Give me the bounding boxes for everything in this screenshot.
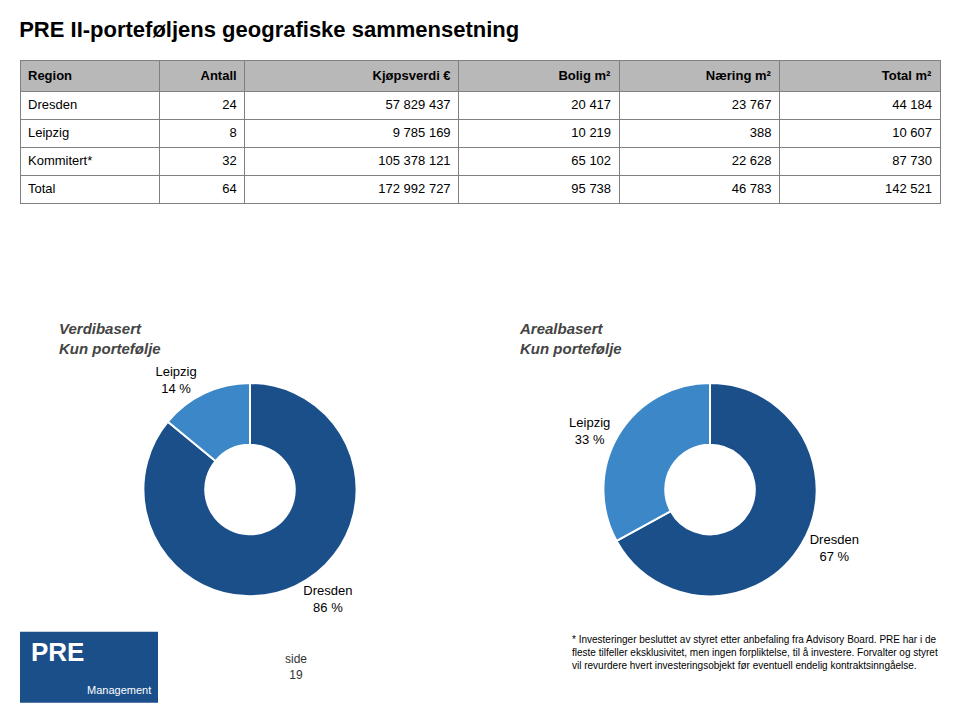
svg-text:* Investeringer besluttet av s: * Investeringer besluttet av styret ette… — [572, 634, 938, 671]
svg-text:32: 32 — [222, 153, 236, 168]
svg-text:Total m²: Total m² — [882, 68, 932, 83]
svg-text:10 219: 10 219 — [571, 125, 611, 140]
svg-text:Næring m²: Næring m² — [706, 68, 772, 83]
svg-text:Leipzig: Leipzig — [28, 125, 69, 140]
svg-text:Kjøpsverdi €: Kjøpsverdi € — [373, 68, 451, 83]
svg-text:87 730: 87 730 — [892, 153, 932, 168]
svg-text:22 628: 22 628 — [732, 153, 772, 168]
svg-text:ArealbasertKun portefølje: ArealbasertKun portefølje — [519, 320, 622, 357]
svg-text:Region: Region — [28, 68, 72, 83]
svg-text:142 521: 142 521 — [885, 181, 932, 196]
svg-text:8: 8 — [229, 125, 236, 140]
svg-text:9 785 169: 9 785 169 — [393, 125, 451, 140]
svg-text:Bolig m²: Bolig m² — [558, 68, 611, 83]
svg-text:Dresden: Dresden — [28, 97, 77, 112]
svg-text:Leipzig14 %: Leipzig14 % — [155, 364, 196, 396]
svg-text:Kommitert*: Kommitert* — [28, 153, 92, 168]
svg-text:Total: Total — [28, 181, 56, 196]
svg-text:VerdibasertKun portefølje: VerdibasertKun portefølje — [59, 320, 161, 357]
svg-text:95 738: 95 738 — [571, 181, 611, 196]
svg-text:23 767: 23 767 — [732, 97, 772, 112]
svg-text:105 378 121: 105 378 121 — [378, 153, 450, 168]
svg-text:side19: side19 — [285, 652, 307, 682]
svg-text:65 102: 65 102 — [571, 153, 611, 168]
svg-text:PRE: PRE — [31, 637, 84, 667]
svg-text:388: 388 — [750, 125, 772, 140]
svg-text:Dresden86 %: Dresden86 % — [303, 583, 352, 615]
svg-text:20 417: 20 417 — [571, 97, 611, 112]
svg-text:46 783: 46 783 — [732, 181, 772, 196]
svg-text:10 607: 10 607 — [892, 125, 932, 140]
svg-text:44 184: 44 184 — [892, 97, 932, 112]
svg-text:PRE II-porteføljens geografisk: PRE II-porteføljens geografiske sammense… — [19, 17, 519, 42]
svg-text:57 829 437: 57 829 437 — [386, 97, 451, 112]
svg-text:Dresden67 %: Dresden67 % — [810, 532, 859, 564]
svg-text:Management: Management — [87, 684, 151, 696]
svg-text:24: 24 — [222, 97, 236, 112]
svg-text:Antall: Antall — [201, 68, 237, 83]
svg-text:64: 64 — [222, 181, 236, 196]
svg-text:Leipzig33 %: Leipzig33 % — [569, 415, 610, 447]
svg-text:172 992 727: 172 992 727 — [378, 181, 450, 196]
